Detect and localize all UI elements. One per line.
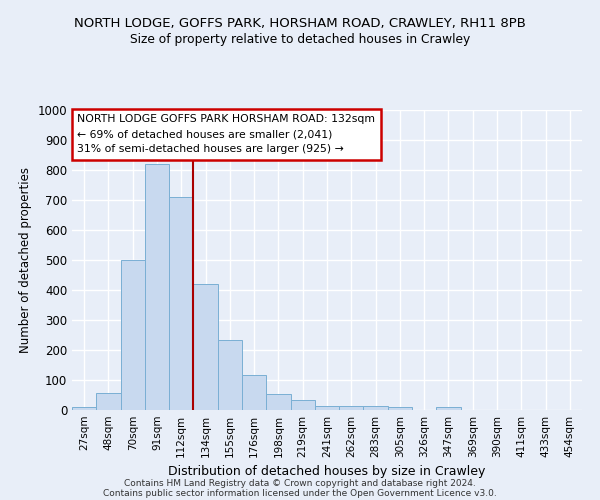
Bar xyxy=(242,374,266,410)
Bar xyxy=(266,394,290,410)
Text: Size of property relative to detached houses in Crawley: Size of property relative to detached ho… xyxy=(130,32,470,46)
Bar xyxy=(72,407,96,410)
X-axis label: Distribution of detached houses by size in Crawley: Distribution of detached houses by size … xyxy=(169,466,485,478)
Bar xyxy=(388,407,412,410)
Text: NORTH LODGE GOFFS PARK HORSHAM ROAD: 132sqm
← 69% of detached houses are smaller: NORTH LODGE GOFFS PARK HORSHAM ROAD: 132… xyxy=(77,114,375,154)
Bar xyxy=(290,400,315,410)
Bar xyxy=(436,407,461,410)
Bar xyxy=(121,260,145,410)
Bar xyxy=(218,340,242,410)
Text: Contains public sector information licensed under the Open Government Licence v3: Contains public sector information licen… xyxy=(103,488,497,498)
Bar xyxy=(364,406,388,410)
Bar xyxy=(145,164,169,410)
Bar xyxy=(193,284,218,410)
Text: NORTH LODGE, GOFFS PARK, HORSHAM ROAD, CRAWLEY, RH11 8PB: NORTH LODGE, GOFFS PARK, HORSHAM ROAD, C… xyxy=(74,18,526,30)
Y-axis label: Number of detached properties: Number of detached properties xyxy=(19,167,32,353)
Bar xyxy=(169,197,193,410)
Text: Contains HM Land Registry data © Crown copyright and database right 2024.: Contains HM Land Registry data © Crown c… xyxy=(124,478,476,488)
Bar xyxy=(339,406,364,410)
Bar xyxy=(315,406,339,410)
Bar xyxy=(96,392,121,410)
